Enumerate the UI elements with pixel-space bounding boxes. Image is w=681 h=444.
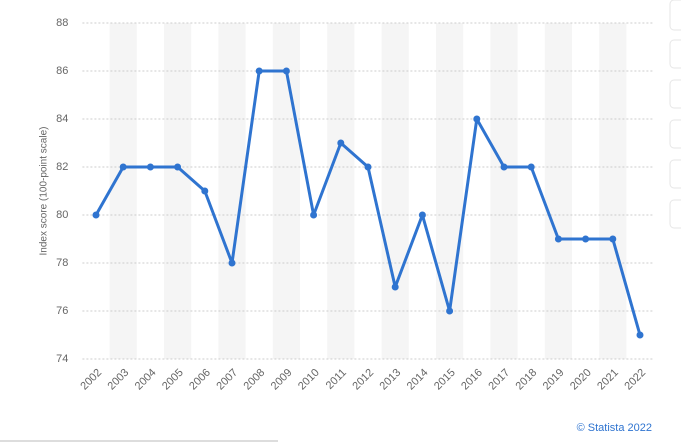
data-point xyxy=(554,235,562,243)
x-tick-label: 2009 xyxy=(269,367,295,393)
data-point xyxy=(418,211,426,219)
x-tick-label: 2006 xyxy=(187,367,213,393)
toolbar-button[interactable] xyxy=(669,159,681,189)
data-point xyxy=(174,163,182,171)
y-axis-label: Index score (100-point scale) xyxy=(39,127,50,256)
x-tick-label: 2011 xyxy=(324,367,349,392)
x-tick-label: 2017 xyxy=(486,367,512,393)
band-shade xyxy=(164,23,192,359)
data-point xyxy=(500,163,508,171)
band-shade xyxy=(109,23,137,359)
y-tick-label: 84 xyxy=(56,113,68,125)
data-point xyxy=(337,139,345,147)
x-tick-label: 2005 xyxy=(160,367,186,393)
data-point xyxy=(446,307,454,315)
data-point xyxy=(255,67,263,75)
data-point xyxy=(201,187,209,195)
plot-area xyxy=(82,22,654,360)
x-tick-label: 2004 xyxy=(133,367,159,393)
x-tick-label: 2021 xyxy=(595,367,621,393)
x-tick-label: 2013 xyxy=(378,367,404,393)
x-tick-label: 2008 xyxy=(242,367,268,393)
x-tick-label: 2002 xyxy=(78,367,104,393)
data-point xyxy=(527,163,535,171)
x-tick-label: 2003 xyxy=(106,367,132,393)
toolbar-button[interactable] xyxy=(669,39,681,69)
x-tick-label: 2015 xyxy=(432,367,458,393)
data-point xyxy=(391,283,399,291)
y-tick-label: 80 xyxy=(56,209,68,221)
y-tick-label: 74 xyxy=(56,353,68,365)
y-tick-label: 86 xyxy=(56,65,68,77)
data-point xyxy=(310,211,318,219)
data-point xyxy=(228,259,236,267)
band-shade xyxy=(327,23,355,359)
credit: © Statista 2022 xyxy=(577,422,652,434)
y-tick-label: 88 xyxy=(56,17,68,29)
x-tick-label: 2010 xyxy=(296,367,322,393)
x-tick-label: 2012 xyxy=(350,367,376,393)
data-point xyxy=(636,331,644,339)
band-shade xyxy=(544,23,572,359)
toolbar-button[interactable] xyxy=(669,119,681,149)
x-tick-label: 2014 xyxy=(405,367,431,393)
toolbar-button[interactable] xyxy=(669,199,681,229)
x-tick-label: 2018 xyxy=(514,367,540,393)
data-point xyxy=(609,235,617,243)
toolbar-button[interactable] xyxy=(669,0,681,31)
x-tick-label: 2020 xyxy=(568,367,594,393)
x-tick-label: 2022 xyxy=(622,367,648,393)
data-point xyxy=(582,235,590,243)
data-point xyxy=(364,163,372,171)
x-tick-label: 2007 xyxy=(214,367,240,393)
y-tick-label: 76 xyxy=(56,305,68,317)
y-tick-label: 78 xyxy=(56,257,68,269)
data-point xyxy=(282,67,290,75)
data-point xyxy=(473,115,481,123)
toolbar-button[interactable] xyxy=(669,79,681,109)
band-shade xyxy=(599,23,627,359)
data-point xyxy=(146,163,154,171)
data-point xyxy=(119,163,127,171)
x-tick-label: 2019 xyxy=(541,367,567,393)
data-point xyxy=(92,211,100,219)
side-toolbar xyxy=(669,0,681,229)
band-shade xyxy=(490,23,518,359)
y-tick-label: 82 xyxy=(56,161,68,173)
band-shade xyxy=(381,23,409,359)
x-tick-label: 2016 xyxy=(459,367,485,393)
